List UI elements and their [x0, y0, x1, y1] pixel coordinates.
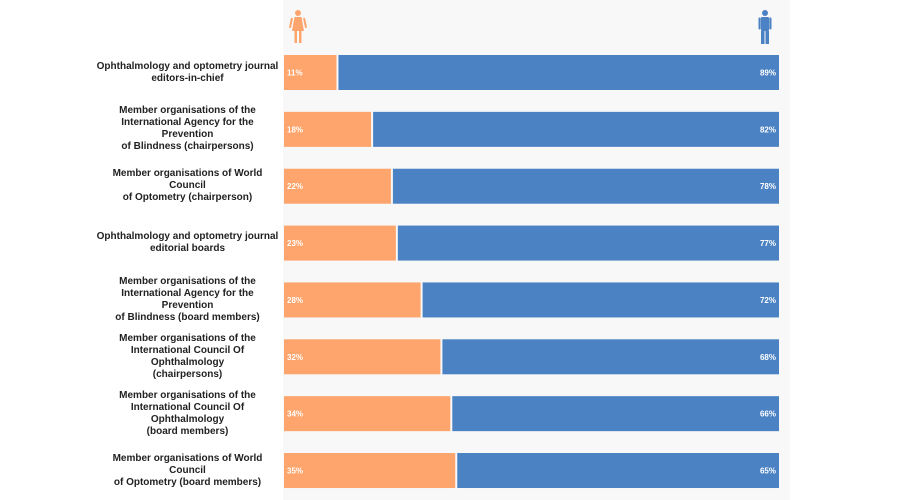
- category-label-5: Member organisations of the International…: [119, 332, 256, 380]
- category-label-3: Ophthalmology and optometry journal edito…: [96, 231, 279, 255]
- data-label-female-5: 32%: [287, 353, 303, 362]
- data-label-male-2: 78%: [760, 182, 776, 191]
- bar-male-3: [397, 225, 779, 261]
- data-label-male-4: 72%: [760, 296, 776, 305]
- data-label-female-2: 22%: [287, 182, 303, 191]
- bar-female-1: [284, 111, 372, 147]
- bar-female-2: [284, 168, 391, 204]
- bar-male-5: [442, 339, 779, 375]
- bar-male-7: [457, 453, 779, 489]
- data-label-male-1: 82%: [760, 125, 776, 134]
- bar-female-0: [284, 55, 337, 90]
- male-icon: [758, 10, 772, 44]
- bar-male-2: [392, 168, 779, 204]
- category-label-4: Member organisations of the International…: [115, 275, 260, 323]
- data-label-male-5: 68%: [760, 353, 776, 362]
- bar-female-6: [284, 396, 451, 432]
- female-icon: [288, 10, 308, 43]
- category-label-0: Ophthalmology and optometry journal edito…: [96, 60, 279, 84]
- data-label-male-0: 89%: [760, 69, 776, 78]
- data-label-female-7: 35%: [287, 467, 303, 476]
- bar-male-1: [373, 111, 779, 147]
- data-label-male-3: 77%: [760, 239, 776, 248]
- bar-male-6: [452, 396, 779, 432]
- category-label-6: Member organisations of the International…: [119, 389, 256, 437]
- bar-female-4: [284, 282, 421, 318]
- bar-female-5: [284, 339, 441, 375]
- data-label-female-4: 28%: [287, 296, 303, 305]
- bar-female-3: [284, 225, 396, 261]
- bar-male-4: [422, 282, 779, 318]
- bar-male-0: [338, 55, 779, 90]
- category-label-1: Member organisations of the International…: [119, 105, 256, 153]
- data-label-male-7: 65%: [760, 467, 776, 476]
- category-label-2: Member organisations of World Council of …: [112, 168, 263, 204]
- data-label-female-0: 11%: [287, 69, 303, 78]
- category-label-7: Member organisations of World Council of …: [112, 452, 263, 488]
- data-label-female-1: 18%: [287, 125, 303, 134]
- data-label-female-6: 34%: [287, 410, 303, 419]
- data-label-male-6: 66%: [760, 410, 776, 419]
- data-label-female-3: 23%: [287, 239, 303, 248]
- bar-female-7: [284, 453, 456, 489]
